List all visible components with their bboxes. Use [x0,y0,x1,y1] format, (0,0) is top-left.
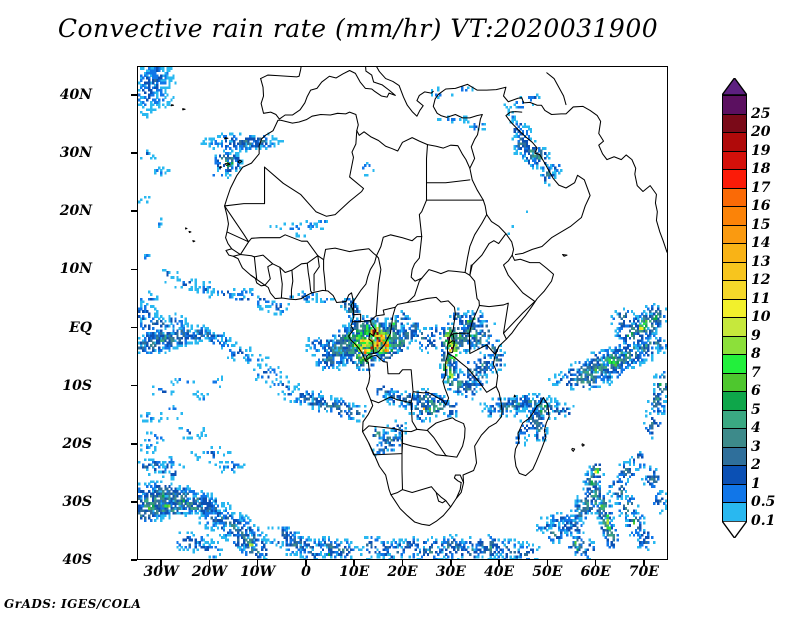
y-axis-tick [131,210,137,213]
colorbar-label-5: 5 [751,401,761,418]
colorbar-segment [722,465,747,485]
colorbar-label-18: 18 [751,161,771,178]
colorbar-segment [722,446,747,467]
x-axis-label-30w: 30W [143,564,179,580]
colorbar-label-11: 11 [751,290,771,307]
y-axis-tick [131,94,137,96]
colorbar-segment [722,280,747,300]
colorbar-segment [722,206,747,226]
y-axis-label-40s: 40S [62,552,92,568]
colorbar-label-13: 13 [751,253,771,270]
x-axis-label-60e: 60E [580,564,611,580]
colorbar-under-arrow [720,520,749,540]
colorbar-label-17: 17 [751,179,771,196]
y-axis-tick [131,501,137,503]
x-axis-label-20e: 20E [387,564,418,580]
colorbar-label-7: 7 [751,364,761,381]
x-axis-label-40e: 40E [483,564,515,580]
colorbar-segment [722,224,747,245]
x-axis-label-30e: 30E [435,564,466,580]
colorbar-segment [722,150,747,171]
map-plot-area[interactable] [137,66,668,560]
x-axis-tick [643,560,645,566]
colorbar-segment [722,354,747,374]
colorbar-segment [722,335,747,356]
x-axis-label-20w: 20W [191,564,228,580]
colorbar-label-0.1: 0.1 [751,513,776,529]
y-axis-label-30n: 30N [59,145,92,162]
x-axis-tick [498,560,500,566]
credit-footer: GrADS: IGES/COLA [4,597,142,611]
y-axis-tick [131,384,137,387]
y-axis-label-40n: 40N [59,87,92,104]
colorbar-segment [722,243,747,263]
x-axis-tick [208,560,211,566]
colorbar-segment [722,298,747,319]
y-axis-tick [131,326,137,329]
x-axis-label-0: 0 [301,564,311,580]
x-axis-tick [401,560,404,566]
colorbar-segment [722,372,747,393]
colorbar-segment [722,409,747,430]
colorbar-segment [722,132,747,152]
colorbar-label-20: 20 [751,124,771,141]
page-title: Convective rain rate (mm/hr) VT:20200319… [57,14,659,43]
colorbar-label-16: 16 [751,198,771,215]
x-axis-tick [305,560,307,566]
x-axis-tick [449,560,452,566]
y-axis-label-20n: 20N [59,203,92,220]
x-axis-tick [353,560,356,566]
colorbar-label-6: 6 [751,383,761,400]
x-axis-tick [160,560,162,566]
y-axis-label-30s: 30S [62,493,92,510]
y-axis-tick [131,268,137,271]
colorbar-label-8: 8 [751,346,761,363]
colorbar-segment [722,261,747,282]
colorbar-label-25: 25 [751,105,771,122]
colorbar-segment [722,95,747,115]
colorbar-label-9: 9 [751,327,761,344]
x-axis-label-10w: 10W [240,564,276,580]
map-canvas [138,67,667,559]
colorbar-label-12: 12 [751,272,771,289]
colorbar-segment [722,317,747,337]
y-axis-label-10n: 10N [59,261,92,278]
x-axis-label-70e: 70E [628,564,659,580]
y-axis-tick [131,152,137,154]
x-axis-tick [594,560,597,566]
x-axis-label-10e: 10E [339,564,370,580]
colorbar-segment [722,113,747,134]
colorbar-label-15: 15 [751,216,771,233]
colorbar-label-14: 14 [751,235,771,252]
colorbar-segment [722,502,747,522]
colorbar-label-19: 19 [751,142,771,159]
colorbar[interactable] [720,76,749,540]
colorbar-over-arrow [720,76,749,96]
colorbar-segment [722,428,747,448]
coastlines-and-borders [170,67,667,526]
y-axis-tick [131,442,137,445]
precipitation-field [138,67,667,559]
colorbar-label-3: 3 [751,438,761,455]
colorbar-label-1: 1 [751,475,761,492]
y-axis-tick [131,559,137,561]
colorbar-label-2: 2 [751,457,761,474]
colorbar-segment [722,483,747,504]
colorbar-label-10: 10 [751,309,771,326]
colorbar-label-4: 4 [751,420,761,437]
x-axis-label-50e: 50E [532,564,563,580]
y-axis-label-20s: 20S [62,435,92,452]
colorbar-segment [722,391,747,411]
y-axis-label-10s: 10S [62,377,92,394]
y-axis-label-eq: EQ [69,319,92,336]
colorbar-segment [722,169,747,189]
colorbar-segment [722,187,747,208]
x-axis-tick [256,560,259,566]
x-axis-tick [546,560,549,566]
colorbar-label-0.5: 0.5 [751,494,776,511]
